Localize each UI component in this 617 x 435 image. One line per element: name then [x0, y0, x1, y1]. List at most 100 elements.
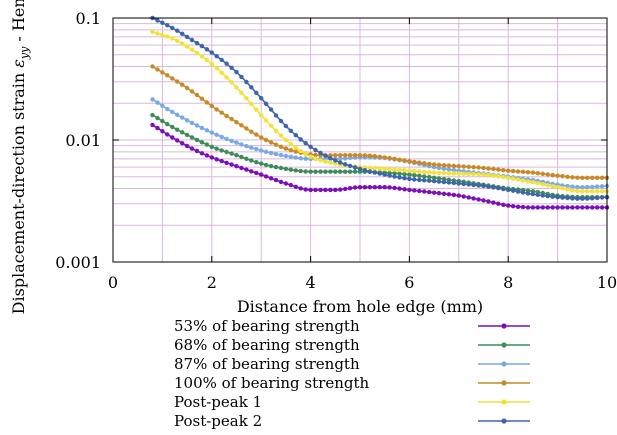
series-point: [525, 205, 531, 210]
series-point: [283, 153, 289, 159]
series-point: [259, 148, 264, 153]
series-point: [367, 153, 373, 158]
series-point: [575, 205, 580, 210]
series-point: [446, 180, 452, 185]
series-point: [293, 168, 298, 173]
series-point: [392, 171, 397, 176]
series-point: [199, 140, 205, 145]
series-point: [456, 193, 461, 198]
series-point: [333, 187, 338, 193]
series-point: [155, 115, 160, 121]
series-point: [175, 79, 180, 84]
series-point: [585, 205, 590, 210]
series-point: [273, 177, 279, 183]
series-point: [402, 172, 407, 177]
series-point: [441, 191, 447, 196]
series-point: [476, 197, 481, 202]
series-point: [273, 142, 279, 147]
series-point: [249, 101, 254, 107]
series-point: [244, 156, 249, 161]
series-point: [594, 184, 600, 189]
series-point: [204, 47, 210, 52]
series-point: [431, 162, 437, 167]
x-tick-label: 2: [207, 273, 217, 292]
series-point: [214, 107, 219, 112]
series-point: [402, 187, 407, 192]
legend-label: Post-peak 2: [174, 412, 262, 430]
series-point: [194, 148, 200, 154]
series-point: [417, 188, 422, 194]
y-axis-title-symbol: ε: [9, 59, 28, 68]
series-point: [194, 40, 200, 46]
series-point: [333, 169, 338, 174]
series-point: [214, 54, 219, 59]
series-point: [338, 160, 343, 165]
series-point: [575, 188, 580, 194]
series-point: [377, 166, 382, 171]
series-point: [431, 178, 437, 184]
series-point: [362, 153, 368, 158]
series-point: [224, 113, 229, 119]
series-point: [510, 176, 516, 181]
series-point: [555, 195, 560, 200]
series-point: [343, 153, 348, 158]
y-tick-label: 0.001: [55, 253, 101, 272]
series-point: [412, 159, 417, 165]
series-point: [412, 168, 417, 174]
series-point: [338, 187, 343, 192]
series-point: [451, 180, 457, 186]
y-axis-title-subscript: yy: [18, 46, 31, 60]
series-point: [323, 169, 328, 174]
series-point: [535, 181, 540, 186]
series-point: [343, 169, 348, 174]
series-point: [343, 156, 348, 161]
series-point: [333, 153, 338, 158]
series-point: [184, 34, 190, 40]
series-point: [446, 163, 452, 168]
x-axis-title: Distance from hole edge (mm): [237, 297, 483, 316]
series-point: [550, 194, 555, 199]
series-point: [441, 170, 447, 176]
series-point: [461, 171, 466, 176]
series-point: [209, 155, 214, 160]
series-point: [357, 185, 363, 190]
series-point: [239, 165, 244, 171]
series-point: [160, 129, 165, 134]
series-point: [234, 85, 239, 90]
series-point: [333, 161, 338, 166]
series-point: [328, 187, 333, 193]
series-point: [273, 113, 279, 118]
series-point: [382, 172, 387, 177]
legend-swatch-marker: [501, 399, 507, 405]
series-point: [377, 154, 382, 159]
series-point: [392, 185, 397, 191]
series-point: [540, 193, 545, 198]
series-point: [293, 155, 298, 160]
series-point: [357, 166, 363, 172]
series-point: [436, 176, 442, 181]
series-point: [303, 169, 308, 174]
series-point: [417, 173, 422, 178]
series-point: [155, 18, 160, 23]
legend-item: Post-peak 1: [174, 393, 530, 411]
series-point: [461, 194, 466, 199]
series-point: [422, 161, 427, 166]
x-tick-label: 10: [597, 273, 617, 292]
series-point: [239, 154, 244, 160]
series-point: [268, 123, 274, 128]
series-point: [278, 144, 284, 149]
series-point: [224, 160, 229, 165]
series-point: [278, 118, 284, 124]
series-point: [323, 153, 328, 158]
series-point: [199, 43, 205, 49]
series-point: [209, 61, 214, 67]
series-point: [594, 195, 600, 201]
series-point: [496, 201, 501, 206]
series-point: [219, 148, 224, 153]
series-point: [224, 136, 229, 142]
series-point: [441, 179, 447, 185]
series-point: [412, 177, 417, 182]
series-point: [194, 50, 200, 56]
series-point: [268, 140, 274, 145]
series-point: [565, 183, 570, 189]
